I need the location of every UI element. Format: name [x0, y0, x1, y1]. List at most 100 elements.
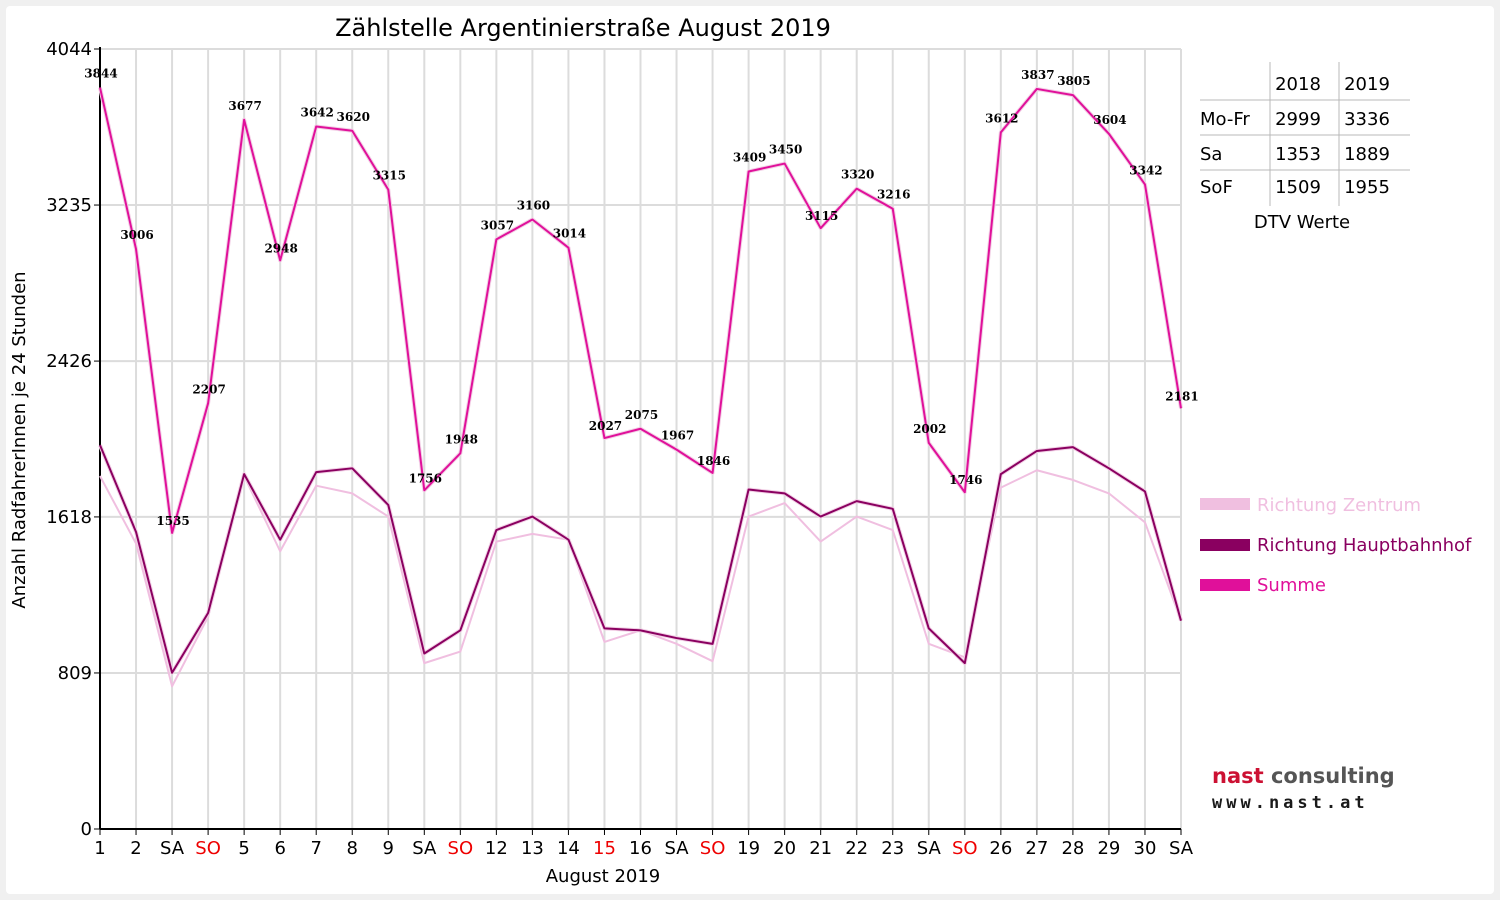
- data-label: 2075: [625, 408, 658, 422]
- data-label: 3837: [1021, 68, 1054, 82]
- data-label: 2181: [1165, 389, 1198, 403]
- dtv-header-2019: 2019: [1344, 74, 1390, 95]
- dtv-cell: 1955: [1344, 177, 1390, 198]
- x-tick-label: 12: [485, 838, 508, 859]
- data-label: 3642: [300, 106, 333, 120]
- x-tick-label: 26: [989, 838, 1012, 859]
- dtv-cell: 1509: [1275, 177, 1321, 198]
- y-tick-label: 1618: [46, 507, 92, 528]
- logo-name: nast consulting: [1212, 764, 1395, 788]
- x-tick-label: 9: [383, 838, 394, 859]
- x-tick-label: 20: [773, 838, 796, 859]
- legend-label-hauptbahnhof: Richtung Hauptbahnhof: [1257, 535, 1472, 556]
- data-label: 2948: [264, 241, 297, 255]
- series-line-richtung-hauptbahnhof: [99, 444, 1182, 674]
- data-label: 1948: [445, 432, 478, 446]
- x-tick-label: 2: [130, 838, 141, 859]
- x-tick-label: 1: [94, 838, 105, 859]
- data-label: 2027: [589, 419, 622, 433]
- x-tick-label: 16: [629, 838, 652, 859]
- x-tick-label: 19: [737, 838, 760, 859]
- y-tick-label: 3235: [46, 195, 92, 216]
- data-label: 3805: [1057, 74, 1090, 88]
- dtv-row-label: Sa: [1200, 144, 1222, 165]
- dtv-cell: 1889: [1344, 144, 1390, 165]
- y-tick-label: 0: [81, 819, 92, 840]
- x-tick-label: 15: [593, 838, 616, 859]
- x-tick-label: 5: [238, 838, 249, 859]
- data-label: 1846: [697, 454, 730, 468]
- x-tick-label: 28: [1061, 838, 1084, 859]
- grid-lines: [99, 48, 1182, 830]
- dtv-cell: 3336: [1344, 109, 1390, 130]
- nast-consulting-logo: nast consulting www.nast.at: [1200, 750, 1443, 825]
- data-label: 3006: [120, 228, 153, 242]
- y-tick-label: 2426: [46, 351, 92, 372]
- x-tick-label: 30: [1134, 838, 1157, 859]
- legend: Richtung Zentrum Richtung Hauptbahnhof S…: [1200, 495, 1472, 596]
- y-tick-label: 4044: [46, 39, 92, 60]
- data-labels: 3844 3006 1535 2207 3677 2948 3642 3620 3315 1756…: [84, 67, 1198, 528]
- data-label: 3409: [733, 150, 766, 164]
- data-label: 3115: [805, 209, 838, 223]
- data-label: 3342: [1129, 163, 1162, 177]
- data-label: 2002: [913, 422, 946, 436]
- logo-box: [1200, 750, 1443, 825]
- x-tick-label: SA: [160, 838, 185, 859]
- data-label: 1746: [949, 473, 982, 487]
- data-label: 3014: [553, 227, 586, 241]
- x-tick-label: 21: [809, 838, 832, 859]
- data-label: 2207: [192, 382, 225, 396]
- series-line-summe: [99, 87, 1182, 534]
- data-label: 3677: [228, 99, 261, 113]
- y-axis-label: Anzahl RadfahrerInnen je 24 Stunden: [9, 271, 30, 608]
- chart-title: Zählstelle Argentinierstraße August 2019: [335, 14, 831, 42]
- data-label: 3604: [1093, 113, 1126, 127]
- x-tick-label: 7: [310, 838, 321, 859]
- data-label: 3612: [985, 111, 1018, 125]
- x-tick-label: 14: [557, 838, 580, 859]
- x-tick-label: SO: [448, 838, 474, 859]
- dtv-cell: 2999: [1275, 109, 1321, 130]
- x-tick-label: SA: [664, 838, 689, 859]
- legend-swatch-hauptbahnhof: [1200, 539, 1250, 551]
- x-tick-label: SO: [700, 838, 726, 859]
- x-tick-label: 23: [881, 838, 904, 859]
- x-axis-label: August 2019: [546, 866, 661, 887]
- legend-label-summe: Summe: [1257, 575, 1326, 596]
- data-label: 3320: [841, 168, 874, 182]
- dtv-table: 2018 2019 Mo-Fr 2999 3336 Sa 1353 1889 S…: [1200, 62, 1410, 233]
- x-tick-label: 22: [845, 838, 868, 859]
- x-tick-label: SA: [412, 838, 437, 859]
- legend-swatch-zentrum: [1200, 498, 1250, 510]
- data-label: 3315: [373, 169, 406, 183]
- x-tick-label: SA: [917, 838, 942, 859]
- legend-swatch-summe: [1200, 579, 1250, 591]
- logo-url: www.nast.at: [1212, 793, 1369, 813]
- dtv-cell: 1353: [1275, 144, 1321, 165]
- x-tick-label: 27: [1025, 838, 1048, 859]
- series-lines: [98, 86, 1183, 688]
- x-tick-label: SO: [952, 838, 978, 859]
- data-label: 3844: [84, 67, 117, 81]
- data-label: 3160: [517, 199, 550, 213]
- x-tick-label: 6: [274, 838, 285, 859]
- x-tick-label: SO: [195, 838, 221, 859]
- data-label: 3216: [877, 188, 910, 202]
- x-tick-label: SA: [1169, 838, 1194, 859]
- dtv-caption: DTV Werte: [1254, 212, 1350, 233]
- x-tick-label: 8: [347, 838, 358, 859]
- data-label: 1756: [409, 471, 442, 485]
- dtv-row-label: SoF: [1200, 177, 1233, 198]
- y-tick-label: 809: [58, 663, 92, 684]
- data-label: 1967: [661, 429, 694, 443]
- data-label: 1535: [156, 514, 189, 528]
- legend-label-zentrum: Richtung Zentrum: [1257, 495, 1421, 516]
- dtv-header-2018: 2018: [1275, 74, 1321, 95]
- data-label: 3450: [769, 143, 802, 157]
- x-tick-label: 13: [521, 838, 544, 859]
- dtv-row-label: Mo-Fr: [1200, 109, 1250, 130]
- data-label: 3620: [337, 110, 370, 124]
